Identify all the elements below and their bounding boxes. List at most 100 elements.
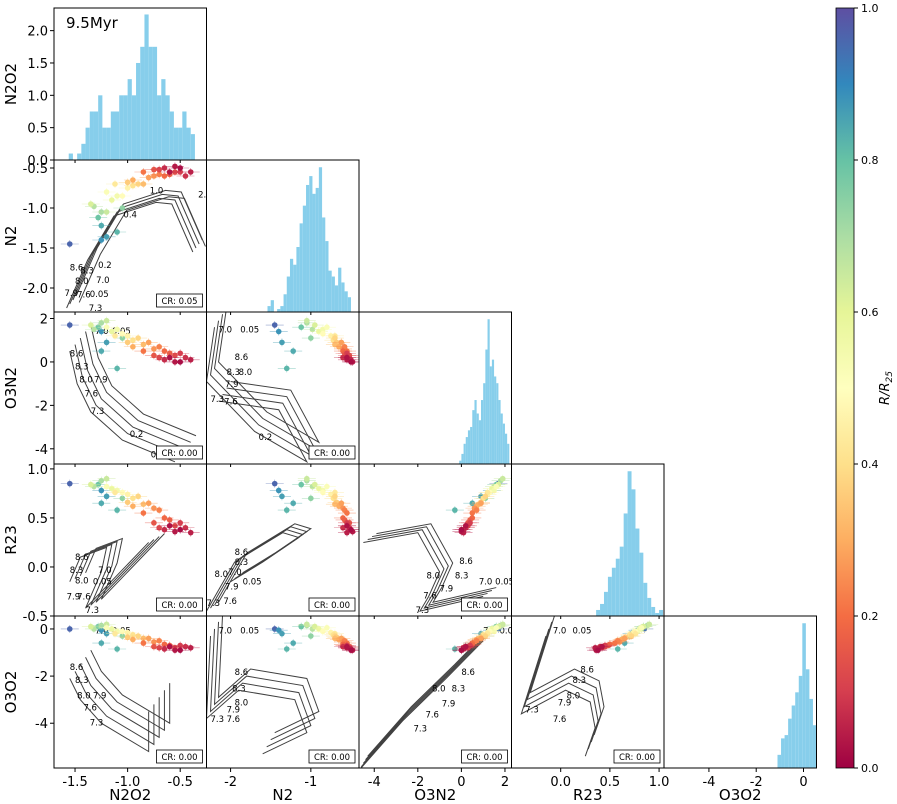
grid-label: 7.3 bbox=[89, 304, 103, 314]
data-point bbox=[140, 510, 147, 516]
panel-content: 7.00.058.68.38.07.97.67.3 bbox=[60, 620, 200, 753]
y-tick-label: 0.5 bbox=[27, 122, 48, 137]
x-tick-label: -1.5 bbox=[62, 775, 87, 790]
histogram-bar bbox=[152, 46, 158, 160]
model-grid-line bbox=[529, 616, 605, 736]
histogram-bar bbox=[502, 423, 505, 464]
grid-label: 8.6 bbox=[70, 663, 84, 673]
data-point bbox=[344, 350, 350, 357]
grid-label: 7.6 bbox=[423, 591, 437, 601]
panel-content bbox=[459, 319, 510, 464]
model-grid-line bbox=[90, 324, 197, 437]
panel-O3O2-vs-O3N2: 7.00.058.68.08.37.97.67.3CR: 0.00-4-202 bbox=[358, 615, 512, 790]
x-tick-label: 1.0 bbox=[649, 775, 670, 790]
data-point bbox=[473, 637, 480, 644]
panel-content: 7.00.058.68.38.07.97.37.60.20 bbox=[206, 312, 359, 464]
histogram-bar bbox=[485, 349, 488, 464]
histogram-bar bbox=[173, 127, 179, 160]
cr-label: CR: 0.00 bbox=[161, 601, 197, 611]
data-point bbox=[271, 480, 278, 487]
histogram-bar bbox=[639, 552, 644, 616]
data-point bbox=[135, 633, 141, 639]
panel-content: 7.00.058.68.08.37.97.67.3 bbox=[360, 620, 512, 768]
data-point bbox=[156, 354, 162, 361]
x-tick-label: 2 bbox=[501, 775, 509, 790]
data-point bbox=[109, 626, 115, 632]
grid-label: 7.0 bbox=[219, 326, 233, 336]
data-point bbox=[344, 510, 350, 516]
model-grid-line bbox=[206, 327, 309, 464]
model-grid-line bbox=[79, 337, 186, 450]
grid-label: 7.6 bbox=[223, 597, 237, 607]
histogram-bar bbox=[795, 692, 799, 768]
x-axis-label-N2: N2 bbox=[272, 786, 293, 804]
data-point bbox=[473, 507, 480, 513]
model-grid-line bbox=[66, 201, 194, 309]
histogram-bar bbox=[635, 528, 640, 616]
histogram-bar bbox=[81, 143, 86, 160]
data-point bbox=[103, 493, 110, 500]
grid-label: 8.3 bbox=[573, 676, 587, 686]
histogram-bar bbox=[615, 558, 620, 616]
histogram-bar bbox=[627, 471, 632, 616]
grid-label: 7.3 bbox=[207, 599, 221, 609]
data-point bbox=[112, 489, 118, 496]
data-point bbox=[140, 341, 147, 348]
y-axis-label-N2: N2 bbox=[2, 226, 20, 247]
grid-label: 0.2 bbox=[98, 261, 112, 271]
y-tick-label: 0.0 bbox=[27, 154, 48, 169]
data-point bbox=[309, 326, 316, 333]
data-point bbox=[172, 163, 178, 170]
data-point bbox=[304, 621, 310, 628]
data-point bbox=[109, 197, 115, 203]
model-grid-line bbox=[69, 350, 176, 463]
colorbar-label: R/R25 bbox=[878, 371, 895, 405]
data-point bbox=[344, 529, 350, 536]
data-point bbox=[469, 510, 476, 516]
grid-label: 8.6 bbox=[235, 548, 249, 558]
x-tick-label: -4 bbox=[368, 775, 381, 790]
histogram-bar bbox=[494, 376, 497, 464]
grid-label: 0.05 bbox=[93, 578, 112, 588]
data-point bbox=[145, 339, 152, 346]
data-point bbox=[124, 179, 131, 186]
colorbar-gradient bbox=[835, 7, 855, 769]
data-point bbox=[103, 209, 110, 215]
data-point bbox=[119, 335, 126, 341]
x-axis-label-R23: R23 bbox=[573, 786, 603, 804]
data-point bbox=[324, 624, 330, 631]
grid-label: 7.3 bbox=[413, 724, 427, 734]
data-point bbox=[98, 328, 105, 335]
model-grid-line bbox=[371, 526, 493, 606]
histogram-bar bbox=[809, 698, 813, 768]
histogram-bar bbox=[347, 297, 351, 312]
x-tick-label: -0.5 bbox=[168, 775, 193, 790]
data-point bbox=[130, 495, 136, 502]
data-point bbox=[177, 526, 184, 533]
data-point bbox=[103, 475, 110, 482]
histogram-bar bbox=[459, 460, 462, 464]
data-point bbox=[320, 628, 326, 635]
model-grid-line bbox=[360, 636, 486, 768]
data-point bbox=[462, 522, 469, 529]
grid-label: 7.3 bbox=[86, 606, 100, 616]
histogram-bar bbox=[293, 264, 297, 312]
data-point bbox=[135, 493, 141, 500]
time-annotation: 9.5Myr bbox=[66, 14, 119, 32]
y-axis-label-O3O2: O3O2 bbox=[2, 671, 20, 714]
x-axis-label-O3O2: O3O2 bbox=[719, 786, 762, 804]
model-grid-line bbox=[520, 635, 596, 757]
model-grid-line bbox=[362, 633, 488, 764]
y-tick-label: -2 bbox=[35, 670, 48, 685]
histogram-bar bbox=[777, 754, 782, 768]
grid-label: 7.6 bbox=[85, 390, 99, 400]
data-point bbox=[320, 330, 326, 337]
histogram-bar bbox=[659, 609, 664, 616]
histogram-bar bbox=[611, 567, 616, 616]
data-point bbox=[88, 623, 94, 630]
y-axis-label-R23: R23 bbox=[2, 525, 20, 555]
histogram-bar bbox=[315, 187, 319, 312]
cr-label: CR: 0.00 bbox=[161, 753, 197, 763]
data-point bbox=[135, 335, 141, 341]
grid-label: 7.6 bbox=[227, 715, 241, 725]
